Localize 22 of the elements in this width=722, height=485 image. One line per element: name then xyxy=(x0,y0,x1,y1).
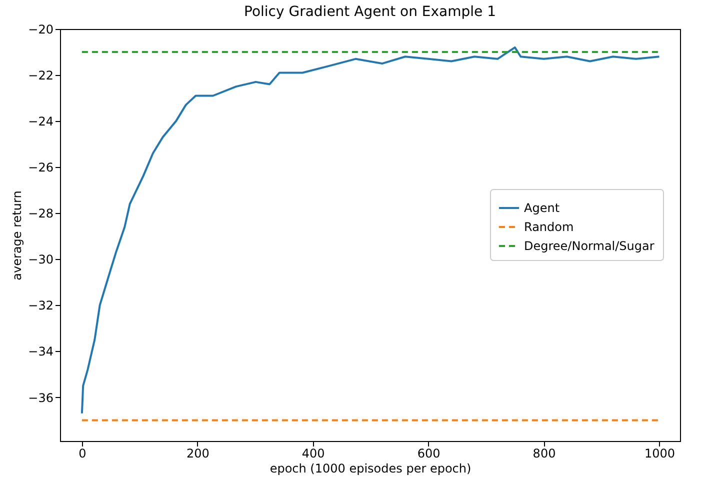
x-tick-label: 1000 xyxy=(644,446,675,460)
legend-label: Random xyxy=(524,220,574,234)
y-tick-label: −28 xyxy=(28,206,54,221)
x-tick-label: 400 xyxy=(302,446,325,460)
legend-label: Degree/Normal/Sugar xyxy=(524,239,654,253)
x-tick-label: 600 xyxy=(417,446,440,460)
line-series xyxy=(80,46,660,414)
y-tick-label: −32 xyxy=(28,298,54,313)
chart-title: Policy Gradient Agent on Example 1 xyxy=(244,4,496,20)
x-tick-label: 0 xyxy=(78,446,86,460)
x-axis-title: epoch (1000 episodes per epoch) xyxy=(270,462,472,476)
y-axis-title: average return xyxy=(10,190,24,280)
y-tick-label: −20 xyxy=(28,22,54,36)
y-tick-label: −22 xyxy=(28,68,54,83)
x-tick-label: 800 xyxy=(532,446,556,460)
y-tick-label: −36 xyxy=(28,390,54,405)
y-tick-label: −30 xyxy=(28,252,54,267)
x-tick-label: 200 xyxy=(186,446,210,460)
y-tick-label: −34 xyxy=(28,344,54,359)
y-tick-label: −26 xyxy=(28,160,54,175)
y-tick-label: −24 xyxy=(28,114,54,129)
legend-label: Agent xyxy=(524,201,560,215)
